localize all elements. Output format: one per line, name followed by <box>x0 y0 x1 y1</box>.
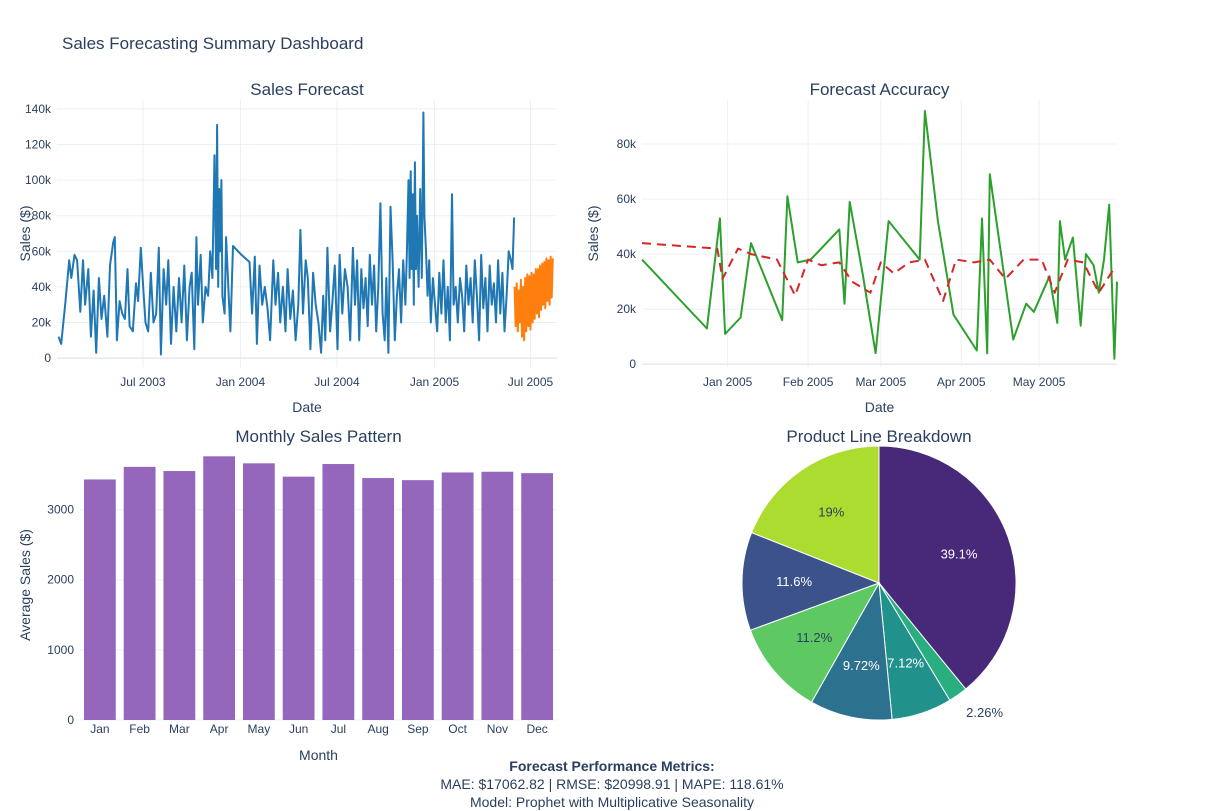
y-tick-label: 0 <box>629 357 636 371</box>
product-line-pie: Product Line Breakdown 39.1% 2.26% 7.12% 9.7… <box>741 427 1017 721</box>
pie-slice-label: 19% <box>818 505 844 520</box>
y-tick-label: 120k <box>25 138 52 152</box>
x-tick-label: Jul <box>331 722 346 736</box>
pie-slice-0 <box>878 445 1017 690</box>
metrics-values: MAE: $17062.82 | RMSE: $20998.91 | MAPE:… <box>440 776 784 792</box>
x-tick-label: Mar 2005 <box>855 375 906 389</box>
pie-slice-label: 11.2% <box>796 630 832 645</box>
y-axis-label: Sales ($) <box>585 205 601 261</box>
x-tick-label: May 2005 <box>1013 375 1066 389</box>
x-tick-label: Jan 2005 <box>703 375 753 389</box>
y-tick-label: 80k <box>617 137 637 151</box>
x-tick-label: Aug <box>367 722 388 736</box>
y-tick-label: 100k <box>25 173 52 187</box>
y-axis-label: Sales ($) <box>17 205 33 261</box>
y-tick-label: 40k <box>32 280 52 294</box>
y-tick-label: 20k <box>617 302 637 316</box>
series-line-forecast <box>513 255 554 342</box>
x-tick-label: Apr 2005 <box>937 375 986 389</box>
series-line-accuracy_forecast <box>641 242 1116 302</box>
y-tick-label: 0 <box>67 713 74 727</box>
pie-slice-label: 39.1% <box>941 547 978 562</box>
x-tick-label: Feb <box>129 722 150 736</box>
pie-slice-3 <box>810 581 893 721</box>
series-line-actual <box>57 111 516 356</box>
monthly-sales-chart: Monthly Sales Pattern 0 1000 2000 3000 Jan Feb… <box>17 427 557 763</box>
bar-sep <box>401 480 434 720</box>
bar-feb <box>123 466 156 720</box>
chart-title: Product Line Breakdown <box>786 427 971 446</box>
bar-oct <box>441 472 474 720</box>
x-tick-label: Jan 2005 <box>410 375 460 389</box>
y-tick-label: 1000 <box>47 643 74 657</box>
y-tick-label: 60k <box>32 244 52 258</box>
x-tick-label: Apr <box>210 722 229 736</box>
y-axis-label: Average Sales ($) <box>17 529 33 641</box>
bar-apr <box>203 456 236 720</box>
chart-title: Sales Forecast <box>250 80 364 99</box>
chart-title: Monthly Sales Pattern <box>235 427 401 446</box>
x-tick-label: Jul 2003 <box>120 375 166 389</box>
x-tick-label: Jul 2004 <box>314 375 360 389</box>
x-tick-label: Jan 2004 <box>216 375 266 389</box>
x-tick-label: May <box>248 722 271 736</box>
x-axis-label: Date <box>865 399 895 415</box>
y-tick-label: 20k <box>32 316 52 330</box>
y-tick-label: 40k <box>617 247 637 261</box>
bar-jul <box>322 464 355 720</box>
bar-jan <box>83 479 116 720</box>
y-tick-label: 60k <box>617 192 637 206</box>
pie-slice-label: 2.26% <box>966 705 1003 720</box>
x-axis-label: Month <box>299 747 338 763</box>
pie-slice-5 <box>741 531 881 631</box>
forecast-accuracy-chart: Forecast Accuracy 0 20k 40k 60k 80k Jan 2005 Fe… <box>585 80 1118 415</box>
pie-slice-4 <box>749 582 881 703</box>
y-tick-label: 140k <box>25 102 52 116</box>
bar-jun <box>282 476 315 720</box>
bar-aug <box>362 478 395 720</box>
y-tick-label: 0 <box>44 351 51 365</box>
chart-title: Forecast Accuracy <box>810 80 950 99</box>
metrics-heading: Forecast Performance Metrics: <box>509 758 715 774</box>
bar-may <box>242 463 275 720</box>
x-axis-label: Date <box>292 399 322 415</box>
pie-slice-label: 11.6% <box>776 574 812 589</box>
x-tick-label: Sep <box>407 722 429 736</box>
pie-slice-label: 7.12% <box>887 656 924 671</box>
y-tick-label: 80k <box>32 209 52 223</box>
pie-slice-label: 9.72% <box>843 658 880 673</box>
x-tick-label: Dec <box>526 722 547 736</box>
x-tick-label: Jan <box>90 722 109 736</box>
bar-dec <box>521 473 554 720</box>
x-tick-label: Oct <box>448 722 467 736</box>
series-line-accuracy_actual <box>641 110 1118 360</box>
x-tick-label: Jun <box>289 722 308 736</box>
x-tick-label: Nov <box>487 722 508 736</box>
model-description: Model: Prophet with Multiplicative Seaso… <box>469 794 755 810</box>
dashboard-title: Sales Forecasting Summary Dashboard <box>62 34 364 53</box>
metrics-footer: Forecast Performance Metrics: MAE: $1706… <box>0 757 1224 811</box>
x-tick-label: Mar <box>169 722 190 736</box>
x-tick-label: Feb 2005 <box>783 375 834 389</box>
bar-nov <box>481 471 514 720</box>
sales-forecast-chart: Sales Forecast 0 20k 40k 60k 80k 100k 120k 140k J… <box>17 80 557 415</box>
y-tick-label: 3000 <box>47 503 74 517</box>
y-tick-label: 2000 <box>47 573 74 587</box>
bar-mar <box>163 471 196 720</box>
x-tick-label: Jul 2005 <box>508 375 554 389</box>
pie-slice-6 <box>750 445 880 584</box>
